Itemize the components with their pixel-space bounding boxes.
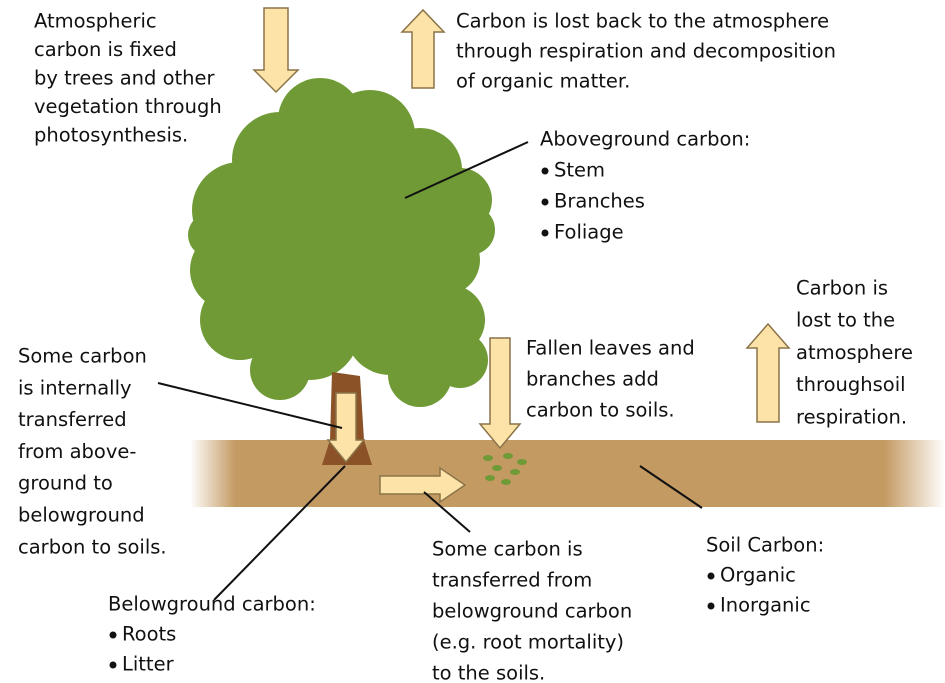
label-line: respiration. (796, 405, 907, 428)
list-item: Roots (122, 623, 176, 646)
label-line: is internally (18, 376, 132, 399)
label-line: of organic matter. (456, 70, 630, 93)
label-line: photosynthesis. (34, 124, 188, 147)
label-line: transferred from (432, 569, 592, 592)
tree-canopy (188, 78, 495, 407)
label-line: vegetation through (34, 95, 222, 118)
label-line: Some carbon (18, 345, 147, 368)
label-line: Fallen leaves and (526, 337, 695, 360)
bullet (110, 662, 117, 669)
label-line: belowground carbon (432, 600, 632, 623)
label-line: carbon to soils. (526, 399, 675, 422)
label-line: carbon to soils. (18, 535, 167, 558)
label-line: Carbon is (796, 277, 888, 300)
list-title: Soil Carbon: (706, 534, 824, 557)
list-item: Inorganic (720, 594, 811, 617)
label-line: transferred (18, 408, 127, 431)
bullet (542, 168, 549, 175)
label-line: Some carbon is (432, 538, 583, 561)
label-line: belowground (18, 504, 145, 527)
label-line: lost to the (796, 309, 895, 332)
list-item: Branches (554, 190, 645, 213)
diagram: Atmospheric carbon is fixed by trees and o… (0, 0, 945, 683)
arrow-down (254, 8, 298, 92)
bullet (542, 230, 549, 237)
bullet (708, 603, 715, 610)
label-line: carbon is fixed (34, 38, 177, 61)
label-line: to the soils. (432, 662, 545, 683)
label-line: Carbon is lost back to the atmosphere (456, 10, 829, 33)
label-line: atmosphere (796, 341, 913, 364)
list-item: Foliage (554, 221, 624, 244)
bullet (708, 573, 715, 580)
list-title: Aboveground carbon: (540, 128, 750, 151)
list-item: Organic (720, 564, 796, 587)
bullet (542, 199, 549, 206)
arrow-up (402, 10, 444, 88)
list-item: Litter (122, 653, 175, 676)
label-line: Atmospheric (34, 10, 157, 33)
list-item: Stem (554, 159, 605, 182)
label-line: through respiration and decomposition (456, 40, 836, 63)
label-line: by trees and other (34, 67, 216, 90)
soil (190, 440, 945, 507)
label-line: (e.g. root mortality) (432, 631, 624, 654)
arrow-up-soil (747, 324, 789, 422)
label-line: branches add (526, 368, 659, 391)
bullet (110, 632, 117, 639)
label-line: from above- (18, 440, 136, 463)
label-line: throughsoil (796, 373, 906, 396)
label-line: ground to (18, 472, 113, 495)
list-title: Belowground carbon: (108, 593, 316, 616)
